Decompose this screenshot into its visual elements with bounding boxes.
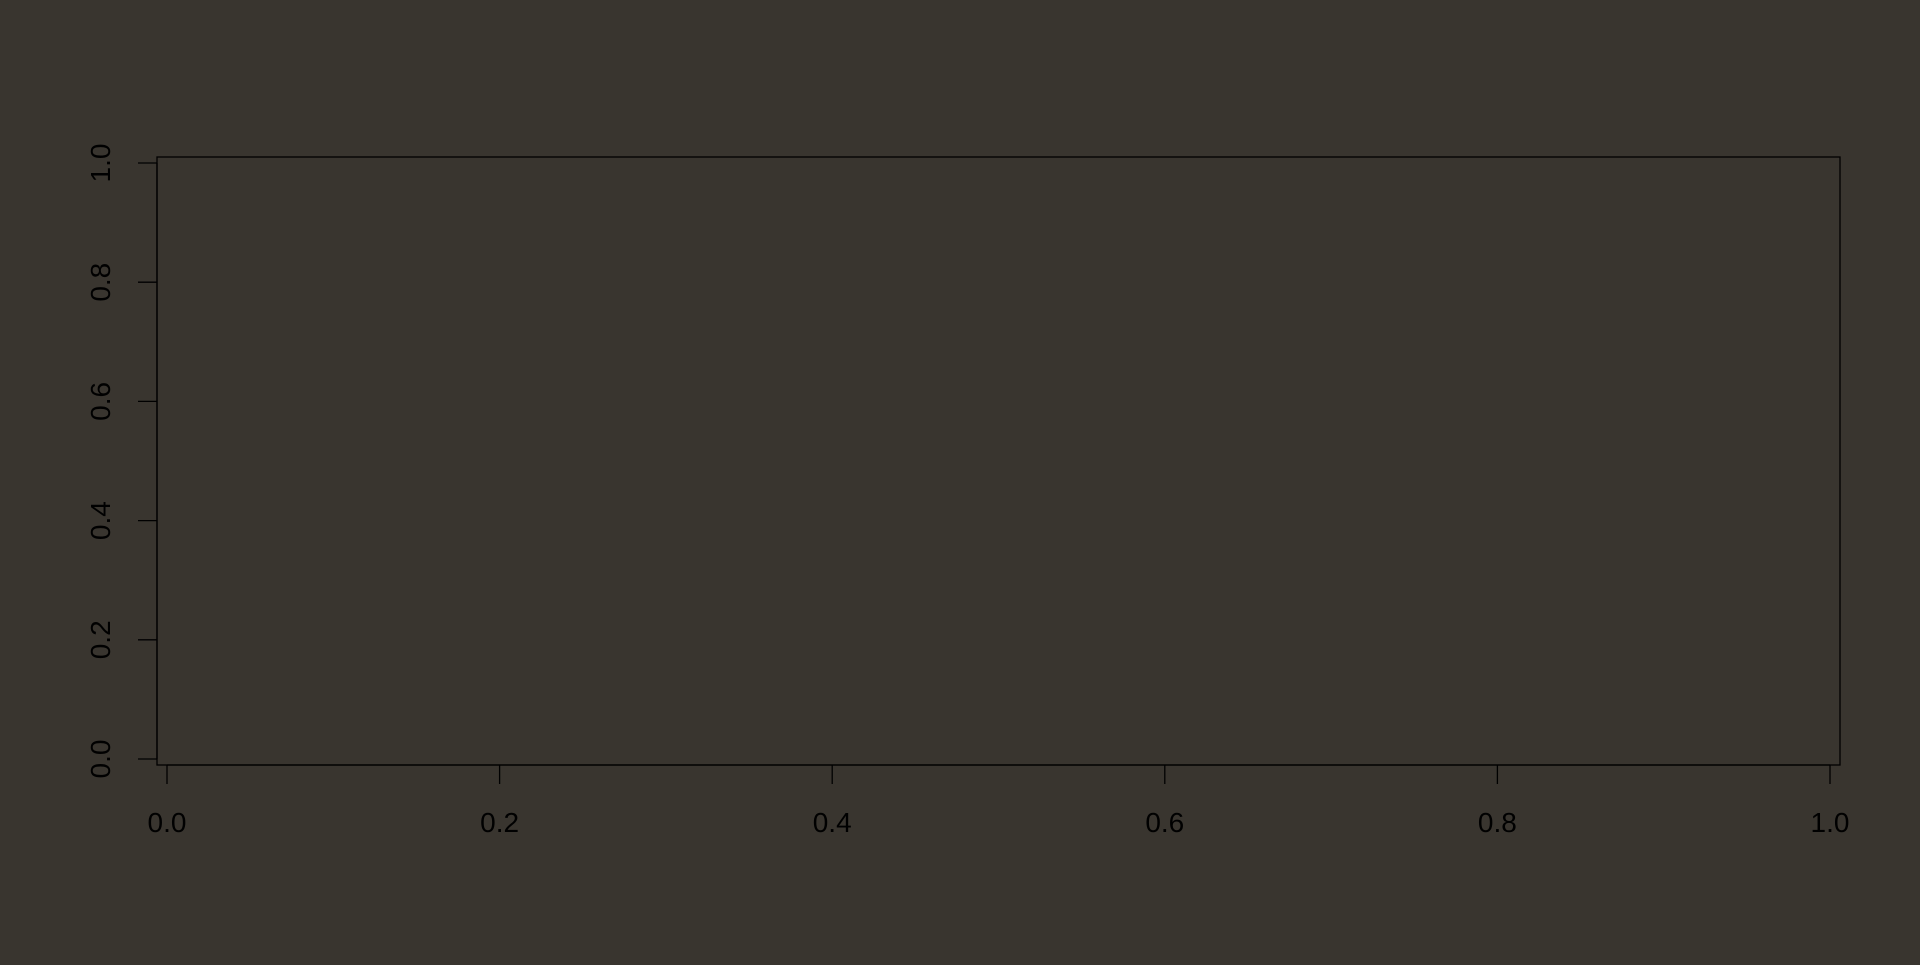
y-tick-label: 0.4	[85, 501, 116, 540]
y-tick-label: 0.2	[85, 620, 116, 659]
y-tick-label: 0.6	[85, 382, 116, 421]
x-tick-label: 0.4	[813, 807, 852, 838]
y-axis: 0.0 0.2 0.4 0.6 0.8 1.0	[85, 144, 158, 779]
x-tick-label: 0.0	[148, 807, 187, 838]
y-tick-label: 0.8	[85, 263, 116, 302]
x-axis: 0.0 0.2 0.4 0.6 0.8 1.0	[148, 764, 1850, 838]
x-tick-label: 0.2	[480, 807, 519, 838]
x-tick-label: 0.8	[1478, 807, 1517, 838]
x-tick-label: 0.6	[1145, 807, 1184, 838]
y-tick-label: 1.0	[85, 144, 116, 183]
y-tick-label: 0.0	[85, 740, 116, 779]
x-tick-label: 1.0	[1811, 807, 1850, 838]
